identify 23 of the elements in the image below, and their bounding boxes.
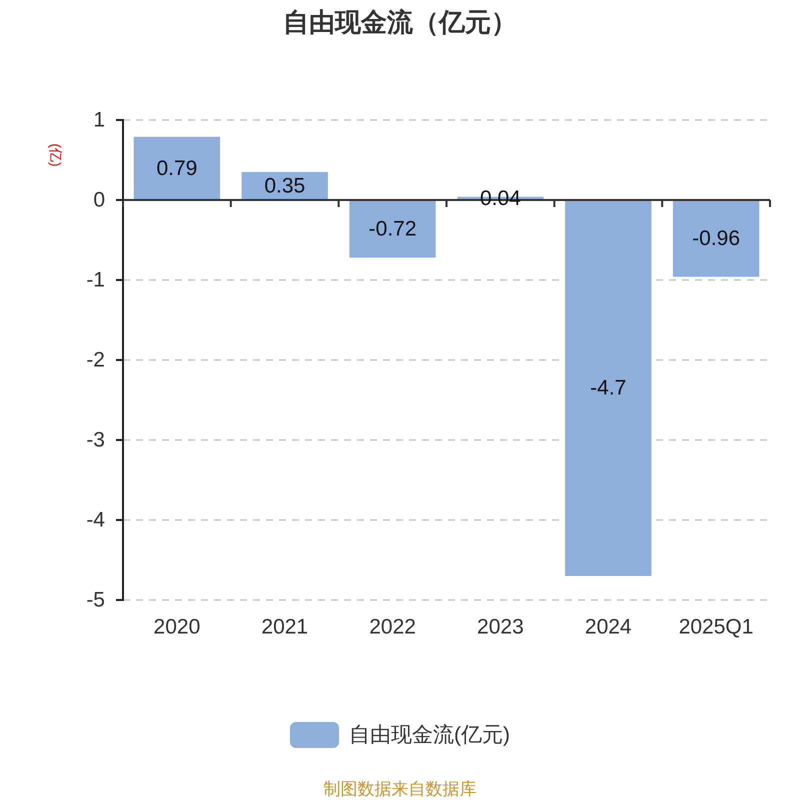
data-label: -4.7 <box>590 376 626 400</box>
data-label: -0.72 <box>368 217 417 240</box>
data-label: 0.35 <box>264 174 306 198</box>
chart-title: 自由现金流（亿元） <box>283 6 517 37</box>
x-tick-label: 2025Q1 <box>678 616 754 638</box>
x-tick-label: 2023 <box>477 616 524 638</box>
y-tick-label: 0 <box>93 188 105 212</box>
text: 制图数据来自数据库 <box>324 780 476 798</box>
y-tick-label: -5 <box>86 588 105 612</box>
y-tick-label: 1 <box>93 108 105 132</box>
legend: 自由现金流(亿元) <box>290 722 510 748</box>
x-tick-label: 2021 <box>261 616 308 638</box>
y-tick-label: -1 <box>86 268 105 292</box>
y-axis-title: (亿) <box>48 143 64 167</box>
y-tick-label: -2 <box>86 348 105 372</box>
x-tick-label: 2024 <box>584 616 632 638</box>
legend-label: 自由现金流(亿元) <box>349 724 510 746</box>
x-tick-label: 2022 <box>369 616 416 638</box>
y-tick-label: -3 <box>86 428 105 452</box>
x-tick-label: 2020 <box>154 616 200 638</box>
y-tick-label: -4 <box>86 508 106 532</box>
data-label: -0.96 <box>692 226 740 250</box>
data-label: 0.79 <box>156 156 198 180</box>
